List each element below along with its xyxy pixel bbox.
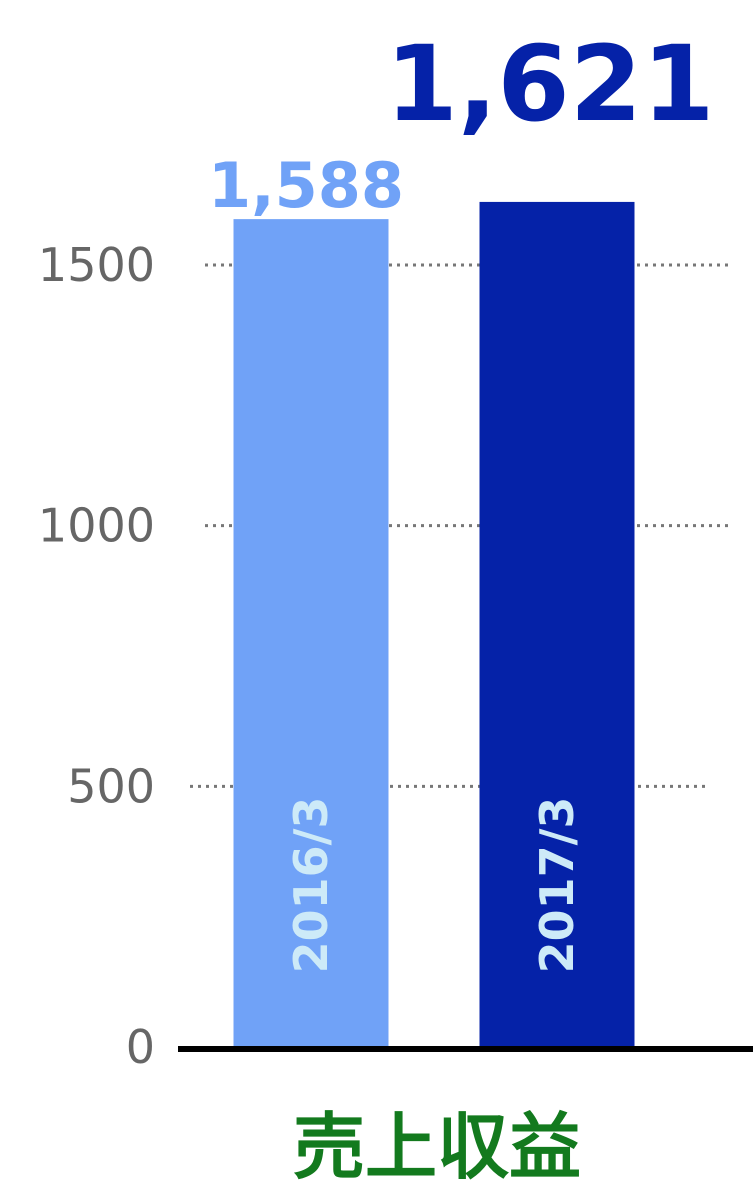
- x-axis-title: 売上収益: [293, 1105, 581, 1189]
- bar-2017-3: [479, 201, 635, 1047]
- y-tick-label: 1000: [38, 499, 155, 553]
- bar-2016-3: [233, 219, 389, 1047]
- y-tick-label: 1500: [38, 238, 155, 292]
- bar-value-label: 1,588: [208, 149, 404, 222]
- category-label: 2017/3: [530, 797, 584, 974]
- bars: 1,588 2016/3 1,621 2017/3: [208, 23, 715, 1047]
- y-axis-ticks: 0 500 1000 1500: [38, 238, 155, 1074]
- y-tick-label: 0: [126, 1020, 155, 1074]
- category-label: 2016/3: [284, 797, 338, 974]
- y-tick-label: 500: [67, 759, 155, 813]
- bar-value-label: 1,621: [386, 23, 715, 145]
